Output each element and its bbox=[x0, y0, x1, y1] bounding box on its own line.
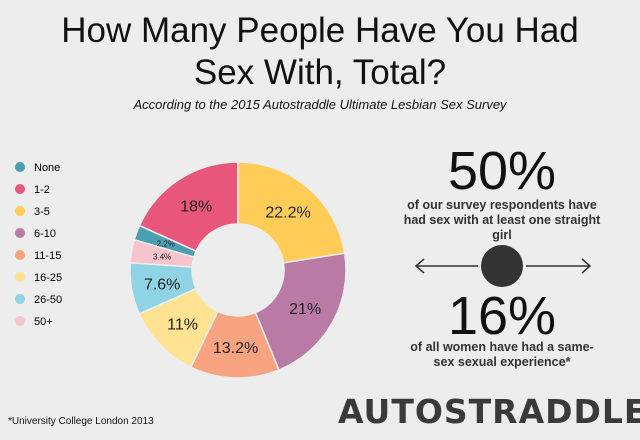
slice-label: 3.4% bbox=[153, 253, 171, 262]
stat-text: of all women have had a same-sex sexual … bbox=[410, 340, 594, 369]
slice-label: 7.6% bbox=[144, 276, 180, 293]
stat-text: of our survey respondents have had sex w… bbox=[403, 198, 601, 242]
legend-swatch bbox=[15, 206, 25, 216]
legend-swatch bbox=[15, 272, 25, 282]
donut-slice bbox=[254, 252, 347, 371]
footnote: *University College London 2013 bbox=[8, 416, 154, 427]
stat-value: 50% bbox=[447, 141, 557, 201]
legend-swatch bbox=[15, 228, 25, 238]
stat-value: 16% bbox=[447, 286, 557, 346]
chart-title: How Many People Have You Had Sex With, T… bbox=[61, 11, 579, 92]
legend-swatch bbox=[15, 162, 25, 172]
donut-slice bbox=[129, 238, 195, 268]
donut-slice bbox=[237, 161, 346, 264]
legend-label: 3-5 bbox=[34, 206, 50, 218]
divider-dot bbox=[481, 245, 523, 287]
legend-label: 6-10 bbox=[34, 228, 56, 240]
legend-swatch bbox=[15, 316, 25, 326]
chart-subtitle: According to the 2015 Autostraddle Ultim… bbox=[133, 97, 507, 112]
slice-label: 22.2% bbox=[265, 204, 310, 221]
slice-label: 18% bbox=[180, 198, 212, 215]
logo: AUTOSTRADDLE bbox=[338, 392, 640, 431]
legend-label: 50+ bbox=[34, 316, 53, 328]
slice-label: 21% bbox=[289, 301, 321, 318]
legend-swatch bbox=[15, 250, 25, 260]
donut-slice bbox=[138, 161, 239, 253]
legend-swatch bbox=[15, 184, 25, 194]
legend-label: 16-25 bbox=[34, 272, 62, 284]
slice-label: 13.2% bbox=[213, 340, 258, 357]
legend-label: 1-2 bbox=[34, 184, 50, 196]
legend-label: 26-50 bbox=[34, 294, 62, 306]
legend-label: 11-15 bbox=[34, 250, 61, 262]
legend-swatch bbox=[15, 294, 25, 304]
slice-label: 11% bbox=[167, 316, 198, 333]
slice-label: 2.2% bbox=[157, 239, 175, 248]
legend-label: None bbox=[34, 162, 60, 174]
divider bbox=[414, 258, 592, 274]
